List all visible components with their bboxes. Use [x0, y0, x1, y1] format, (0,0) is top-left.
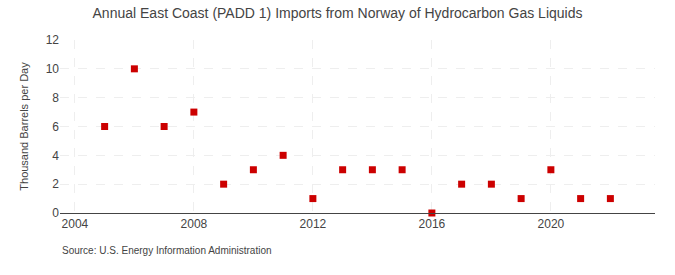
svg-text:6: 6	[52, 120, 59, 134]
svg-text:8: 8	[52, 91, 59, 105]
svg-text:12: 12	[46, 33, 60, 47]
svg-text:4: 4	[52, 149, 59, 163]
svg-text:2020: 2020	[538, 217, 565, 231]
svg-text:2008: 2008	[181, 217, 208, 231]
svg-text:10: 10	[46, 62, 60, 76]
svg-text:0: 0	[52, 206, 59, 220]
svg-text:2: 2	[52, 177, 59, 191]
svg-text:2016: 2016	[419, 217, 446, 231]
svg-text:Annual East Coast (PADD 1) Imp: Annual East Coast (PADD 1) Imports from …	[93, 5, 583, 21]
svg-text:Source: U.S. Energy Informatio: Source: U.S. Energy Information Administ…	[62, 245, 272, 256]
svg-text:2004: 2004	[62, 217, 89, 231]
svg-text:2012: 2012	[300, 217, 327, 231]
svg-text:Thousand Barrels per Day: Thousand Barrels per Day	[18, 62, 30, 191]
